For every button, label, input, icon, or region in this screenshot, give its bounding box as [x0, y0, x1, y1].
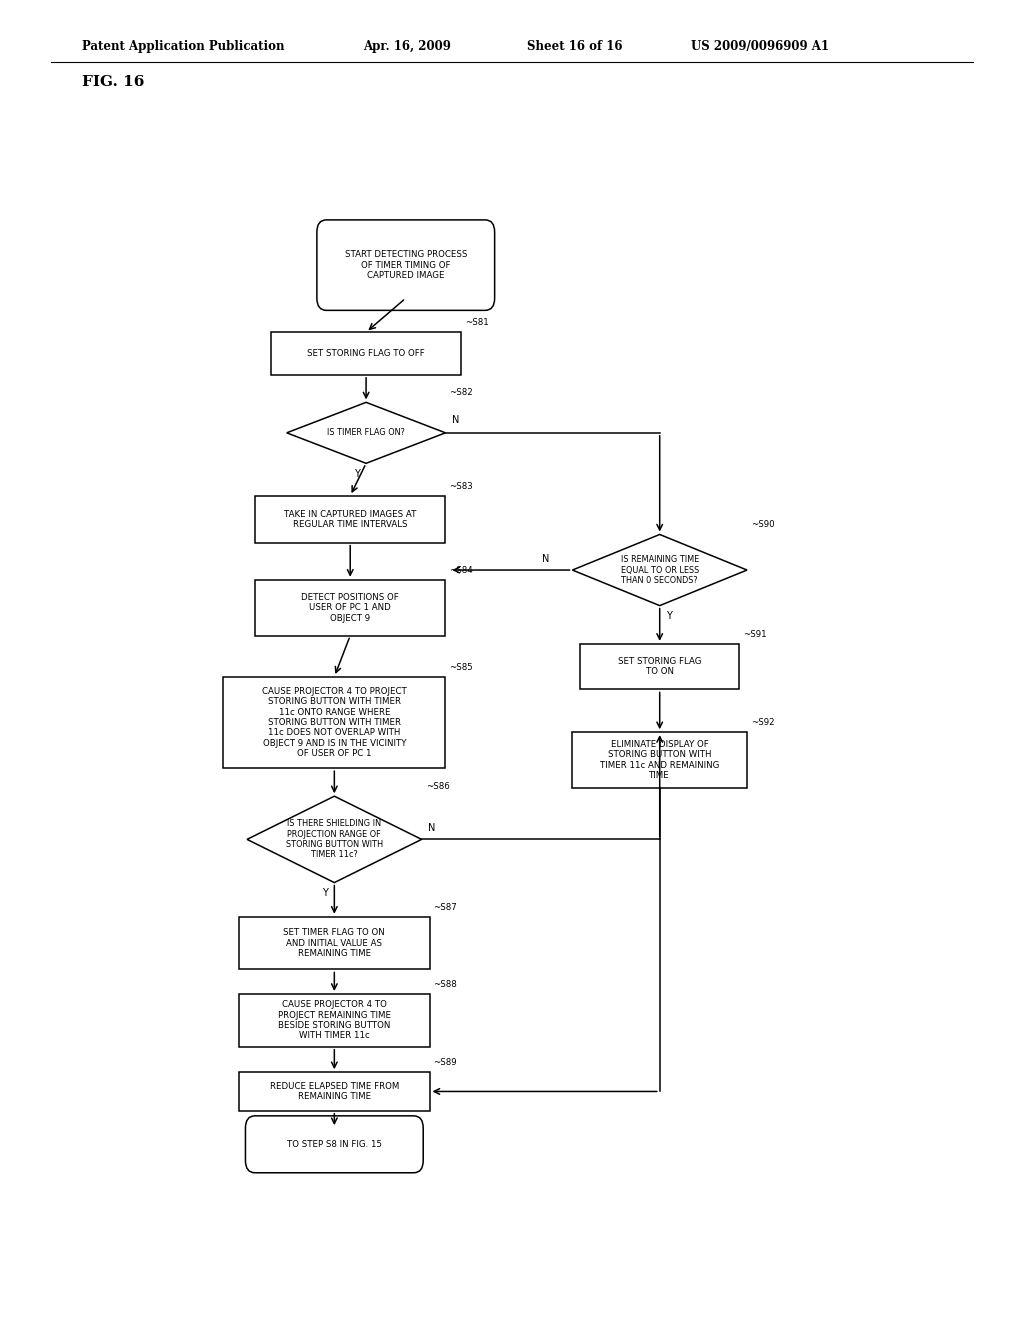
Polygon shape — [287, 403, 445, 463]
Text: N: N — [452, 414, 459, 425]
Text: ~S88: ~S88 — [433, 979, 458, 989]
FancyBboxPatch shape — [223, 677, 445, 768]
Text: IS TIMER FLAG ON?: IS TIMER FLAG ON? — [327, 428, 406, 437]
Text: SET STORING FLAG
TO ON: SET STORING FLAG TO ON — [617, 657, 701, 676]
Text: ~S92: ~S92 — [751, 718, 774, 727]
Text: ~S91: ~S91 — [743, 630, 767, 639]
Text: CAUSE PROJECTOR 4 TO PROJECT
STORING BUTTON WITH TIMER
11c ONTO RANGE WHERE
STOR: CAUSE PROJECTOR 4 TO PROJECT STORING BUT… — [262, 686, 407, 758]
Text: ~S84: ~S84 — [450, 565, 473, 574]
Text: START DETECTING PROCESS
OF TIMER TIMING OF
CAPTURED IMAGE: START DETECTING PROCESS OF TIMER TIMING … — [344, 251, 467, 280]
Text: Apr. 16, 2009: Apr. 16, 2009 — [364, 40, 452, 53]
Polygon shape — [572, 535, 748, 606]
Text: Y: Y — [323, 888, 329, 898]
Text: CAUSE PROJECTOR 4 TO
PROJECT REMAINING TIME
BESIDE STORING BUTTON
WITH TIMER 11c: CAUSE PROJECTOR 4 TO PROJECT REMAINING T… — [278, 1001, 391, 1040]
Text: REDUCE ELAPSED TIME FROM
REMAINING TIME: REDUCE ELAPSED TIME FROM REMAINING TIME — [269, 1082, 399, 1101]
Text: TAKE IN CAPTURED IMAGES AT
REGULAR TIME INTERVALS: TAKE IN CAPTURED IMAGES AT REGULAR TIME … — [284, 510, 417, 529]
Text: ~S90: ~S90 — [751, 520, 774, 529]
Text: Y: Y — [354, 469, 360, 479]
Text: ~S81: ~S81 — [465, 318, 489, 327]
FancyBboxPatch shape — [270, 333, 461, 375]
Polygon shape — [247, 796, 422, 883]
Text: SET TIMER FLAG TO ON
AND INITIAL VALUE AS
REMAINING TIME: SET TIMER FLAG TO ON AND INITIAL VALUE A… — [284, 928, 385, 958]
FancyBboxPatch shape — [246, 1115, 423, 1172]
Text: ~S86: ~S86 — [426, 783, 450, 791]
Text: Sheet 16 of 16: Sheet 16 of 16 — [527, 40, 623, 53]
Text: ~S83: ~S83 — [450, 482, 473, 491]
Text: Patent Application Publication: Patent Application Publication — [82, 40, 285, 53]
Text: Y: Y — [666, 611, 672, 620]
Text: IS REMAINING TIME
EQUAL TO OR LESS
THAN 0 SECONDS?: IS REMAINING TIME EQUAL TO OR LESS THAN … — [621, 556, 698, 585]
Text: ELIMINATE DISPLAY OF
STORING BUTTON WITH
TIMER 11c AND REMAINING
TIME: ELIMINATE DISPLAY OF STORING BUTTON WITH… — [600, 741, 720, 780]
Text: N: N — [543, 554, 550, 564]
FancyBboxPatch shape — [572, 733, 748, 788]
Text: IS THERE SHIELDING IN
PROJECTION RANGE OF
STORING BUTTON WITH
TIMER 11c?: IS THERE SHIELDING IN PROJECTION RANGE O… — [286, 820, 383, 859]
Text: FIG. 16: FIG. 16 — [82, 75, 144, 88]
Text: SET STORING FLAG TO OFF: SET STORING FLAG TO OFF — [307, 348, 425, 358]
FancyBboxPatch shape — [255, 579, 445, 636]
FancyBboxPatch shape — [240, 1072, 430, 1110]
Text: ~S87: ~S87 — [433, 903, 458, 912]
Text: ~S82: ~S82 — [450, 388, 473, 397]
Text: ~S85: ~S85 — [450, 663, 473, 672]
FancyBboxPatch shape — [581, 644, 739, 689]
FancyBboxPatch shape — [316, 220, 495, 310]
FancyBboxPatch shape — [255, 496, 445, 543]
Text: DETECT POSITIONS OF
USER OF PC 1 AND
OBJECT 9: DETECT POSITIONS OF USER OF PC 1 AND OBJ… — [301, 593, 399, 623]
FancyBboxPatch shape — [240, 994, 430, 1047]
Text: ~S89: ~S89 — [433, 1059, 457, 1067]
FancyBboxPatch shape — [240, 916, 430, 969]
Text: N: N — [428, 824, 435, 833]
Text: US 2009/0096909 A1: US 2009/0096909 A1 — [691, 40, 829, 53]
Text: TO STEP S8 IN FIG. 15: TO STEP S8 IN FIG. 15 — [287, 1139, 382, 1148]
